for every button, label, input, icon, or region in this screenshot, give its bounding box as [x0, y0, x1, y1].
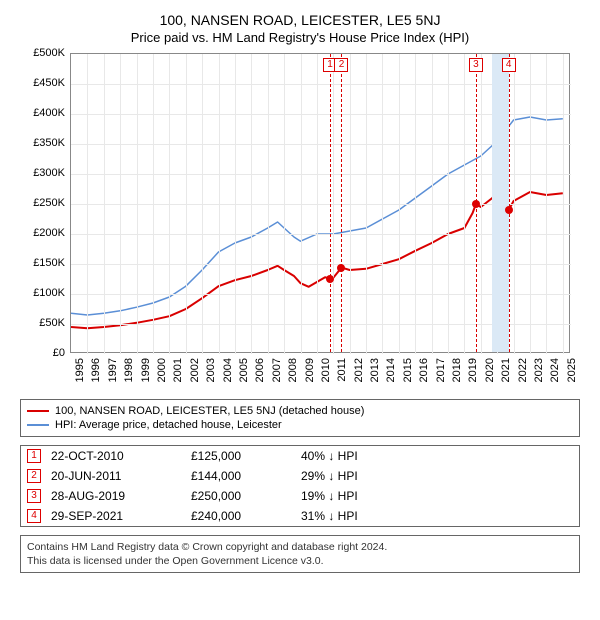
x-tick-label: 2020 — [484, 358, 496, 382]
sale-diff: 31% ↓ HPI — [301, 509, 573, 523]
footer-line: Contains HM Land Registry data © Crown c… — [27, 540, 573, 554]
x-tick-label: 2013 — [369, 358, 381, 382]
legend-row: HPI: Average price, detached house, Leic… — [27, 418, 573, 432]
x-tick-label: 1996 — [90, 358, 102, 382]
x-tick-label: 2003 — [205, 358, 217, 382]
sale-price: £250,000 — [191, 489, 291, 503]
sale-dot — [337, 264, 345, 272]
y-tick-label: £200K — [20, 227, 65, 239]
sale-price: £125,000 — [191, 449, 291, 463]
x-tick-label: 1995 — [74, 358, 86, 382]
y-tick-label: £500K — [20, 47, 65, 59]
footer-line: This data is licensed under the Open Gov… — [27, 554, 573, 568]
x-tick-label: 1998 — [123, 358, 135, 382]
x-tick-label: 2015 — [402, 358, 414, 382]
y-tick-label: £250K — [20, 197, 65, 209]
y-tick-label: £400K — [20, 107, 65, 119]
x-tick-label: 2011 — [336, 358, 348, 382]
x-tick-label: 2008 — [287, 358, 299, 382]
sale-date: 28-AUG-2019 — [51, 489, 181, 503]
sale-date: 29-SEP-2021 — [51, 509, 181, 523]
legend: 100, NANSEN ROAD, LEICESTER, LE5 5NJ (de… — [20, 399, 580, 437]
table-row: 2 20-JUN-2011 £144,000 29% ↓ HPI — [21, 466, 579, 486]
legend-row: 100, NANSEN ROAD, LEICESTER, LE5 5NJ (de… — [27, 404, 573, 418]
table-row: 4 29-SEP-2021 £240,000 31% ↓ HPI — [21, 506, 579, 526]
sale-index-box: 4 — [27, 509, 41, 523]
sale-price: £240,000 — [191, 509, 291, 523]
x-tick-label: 2001 — [172, 358, 184, 382]
x-tick-label: 1997 — [107, 358, 119, 382]
chart: 1234 £0£50K£100K£150K£200K£250K£300K£350… — [20, 53, 580, 393]
x-tick-label: 2006 — [254, 358, 266, 382]
x-tick-label: 2025 — [566, 358, 578, 382]
y-tick-label: £350K — [20, 137, 65, 149]
x-tick-label: 2024 — [549, 358, 561, 382]
y-tick-label: £0 — [20, 347, 65, 359]
sale-index-box: 1 — [27, 449, 41, 463]
sale-marker-box: 2 — [334, 58, 348, 72]
table-row: 3 28-AUG-2019 £250,000 19% ↓ HPI — [21, 486, 579, 506]
sale-index-box: 3 — [27, 489, 41, 503]
x-tick-label: 2023 — [533, 358, 545, 382]
sale-price: £144,000 — [191, 469, 291, 483]
legend-label: HPI: Average price, detached house, Leic… — [55, 419, 282, 431]
sale-marker-box: 4 — [502, 58, 516, 72]
x-tick-label: 2016 — [418, 358, 430, 382]
x-tick-label: 2004 — [222, 358, 234, 382]
x-tick-label: 1999 — [140, 358, 152, 382]
page-subtitle: Price paid vs. HM Land Registry's House … — [10, 30, 590, 45]
sale-dot — [505, 206, 513, 214]
x-tick-label: 2017 — [435, 358, 447, 382]
x-tick-label: 2022 — [517, 358, 529, 382]
shaded-band — [492, 54, 508, 352]
page-title: 100, NANSEN ROAD, LEICESTER, LE5 5NJ — [10, 12, 590, 28]
x-tick-label: 2019 — [467, 358, 479, 382]
y-tick-label: £50K — [20, 317, 65, 329]
y-tick-label: £450K — [20, 77, 65, 89]
x-tick-label: 2014 — [385, 358, 397, 382]
plot-area: 1234 — [70, 53, 570, 353]
y-tick-label: £300K — [20, 167, 65, 179]
sale-diff: 40% ↓ HPI — [301, 449, 573, 463]
sale-diff: 19% ↓ HPI — [301, 489, 573, 503]
sale-index-box: 2 — [27, 469, 41, 483]
x-tick-label: 2018 — [451, 358, 463, 382]
sale-dot — [326, 275, 334, 283]
x-tick-label: 2005 — [238, 358, 250, 382]
sale-marker-box: 3 — [469, 58, 483, 72]
x-tick-label: 2009 — [304, 358, 316, 382]
sale-date: 20-JUN-2011 — [51, 469, 181, 483]
sale-dot — [472, 200, 480, 208]
table-row: 1 22-OCT-2010 £125,000 40% ↓ HPI — [21, 446, 579, 466]
sales-table: 1 22-OCT-2010 £125,000 40% ↓ HPI 2 20-JUN-201… — [20, 445, 580, 527]
sale-diff: 29% ↓ HPI — [301, 469, 573, 483]
legend-label: 100, NANSEN ROAD, LEICESTER, LE5 5NJ (de… — [55, 405, 364, 417]
x-tick-label: 2000 — [156, 358, 168, 382]
x-tick-label: 2021 — [500, 358, 512, 382]
x-tick-label: 2002 — [189, 358, 201, 382]
x-tick-label: 2012 — [353, 358, 365, 382]
y-tick-label: £100K — [20, 287, 65, 299]
y-tick-label: £150K — [20, 257, 65, 269]
legend-swatch — [27, 410, 49, 412]
legend-swatch — [27, 424, 49, 426]
x-tick-label: 2010 — [320, 358, 332, 382]
footer: Contains HM Land Registry data © Crown c… — [20, 535, 580, 573]
sale-date: 22-OCT-2010 — [51, 449, 181, 463]
x-tick-label: 2007 — [271, 358, 283, 382]
